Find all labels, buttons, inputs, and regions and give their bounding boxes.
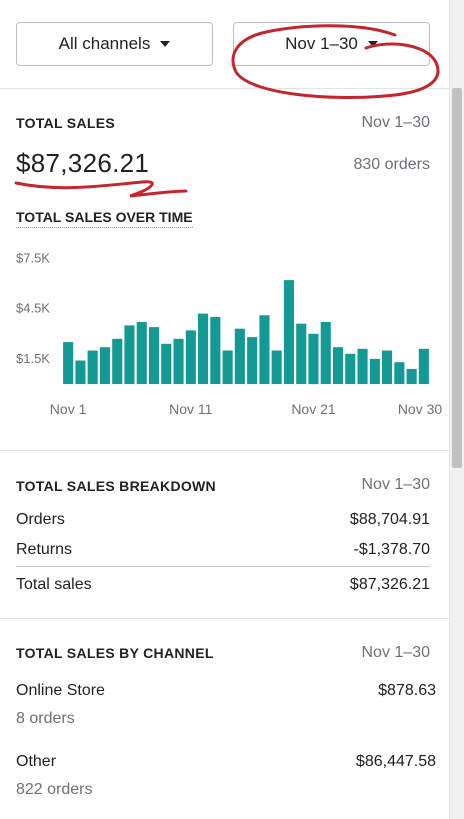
chart-bar[interactable] — [296, 323, 307, 384]
channel-filter-label: All channels — [58, 34, 151, 53]
scrollbar-thumb[interactable] — [452, 88, 462, 468]
channel-orders: 8 orders — [16, 710, 75, 727]
chart-bar[interactable] — [406, 368, 417, 384]
total-sales-date: Nov 1–30 — [361, 114, 431, 131]
chart-bar[interactable] — [345, 353, 356, 384]
chart-bar[interactable] — [99, 347, 110, 384]
y-tick-label: $1.5K — [16, 351, 50, 366]
chart-bar[interactable] — [198, 313, 209, 384]
divider — [0, 450, 450, 451]
y-tick-label: $4.5K — [16, 301, 50, 316]
channel-filter-button[interactable]: All channels — [16, 22, 213, 66]
scrollbar[interactable] — [449, 0, 464, 819]
x-tick-label: Nov 21 — [291, 401, 336, 417]
channel-name: Other — [16, 753, 57, 770]
chart-bar[interactable] — [418, 348, 429, 384]
chart-bar[interactable] — [75, 360, 86, 385]
breakdown-row-returns: Returns -$1,378.70 — [16, 541, 430, 559]
chart-bar[interactable] — [382, 350, 393, 385]
breakdown-row-orders: Orders $88,704.91 — [16, 511, 430, 529]
chart-bar[interactable] — [320, 322, 331, 384]
chart-bar[interactable] — [124, 325, 135, 384]
x-tick-label: Nov 1 — [50, 401, 87, 417]
chart-bar[interactable] — [210, 317, 221, 384]
chart-bar[interactable] — [234, 328, 245, 384]
breakdown-title: TOTAL SALES BREAKDOWN — [16, 478, 216, 494]
total-sales-amount: $87,326.21 — [16, 148, 150, 178]
orders-value: $88,704.91 — [349, 511, 430, 528]
total-sales-label: Total sales — [16, 576, 92, 593]
chart-bar[interactable] — [271, 350, 282, 385]
by-channel-title: TOTAL SALES BY CHANNEL — [16, 645, 214, 661]
chart-bar[interactable] — [394, 362, 405, 384]
total-orders-count: 830 orders — [353, 156, 431, 173]
chart-bar[interactable] — [308, 333, 319, 385]
chart-bar[interactable] — [136, 322, 147, 384]
x-tick-label: Nov 30 — [398, 401, 443, 417]
chart-bar[interactable] — [357, 348, 368, 384]
chart-bar[interactable] — [87, 350, 98, 385]
chart-bar[interactable] — [173, 338, 184, 384]
chart-bar[interactable] — [185, 330, 196, 384]
channel-name: Online Store — [16, 682, 105, 699]
returns-label: Returns — [16, 541, 73, 558]
breakdown-row-total: Total sales $87,326.21 — [16, 576, 430, 594]
by-channel-date: Nov 1–30 — [361, 644, 431, 661]
total-sales-title: TOTAL SALES — [16, 115, 115, 131]
chart-bar[interactable] — [369, 358, 380, 384]
chart-bar[interactable] — [222, 350, 233, 385]
chart-bar[interactable] — [63, 342, 74, 384]
chart-bar[interactable] — [259, 315, 270, 384]
channel-amount: $878.63 — [378, 682, 436, 699]
divider — [0, 618, 450, 619]
caret-down-icon — [160, 41, 171, 47]
total-sales-value: $87,326.21 — [349, 576, 430, 593]
chart-bar[interactable] — [112, 338, 123, 384]
total-sales-card: TOTAL SALES Nov 1–30 $87,326.21 830 orde… — [16, 114, 443, 417]
y-tick-label: $7.5K — [16, 250, 50, 265]
orders-label: Orders — [16, 511, 65, 528]
x-tick-label: Nov 11 — [169, 401, 213, 417]
chart-bar[interactable] — [149, 327, 160, 384]
channel-amount: $86,447.58 — [355, 753, 436, 770]
returns-value: -$1,378.70 — [353, 541, 430, 558]
chart-bar[interactable] — [283, 280, 294, 384]
sales-breakdown-card: TOTAL SALES BREAKDOWN Nov 1–30 Orders $8… — [0, 451, 450, 618]
chart-title[interactable]: TOTAL SALES OVER TIME — [16, 209, 193, 228]
sales-over-time-chart: $1.5K $4.5K $7.5K Nov 1 Nov 11 Nov 21 Nov 30 — [16, 250, 443, 417]
sales-by-channel-card: TOTAL SALES BY CHANNEL Nov 1–30 Online S… — [0, 619, 450, 819]
channel-orders: 822 orders — [16, 781, 93, 798]
chart-bar[interactable] — [161, 343, 172, 384]
chart-bar[interactable] — [333, 347, 344, 384]
chart-bar[interactable] — [247, 337, 258, 384]
breakdown-date: Nov 1–30 — [361, 476, 431, 493]
breakdown-separator — [16, 566, 430, 567]
